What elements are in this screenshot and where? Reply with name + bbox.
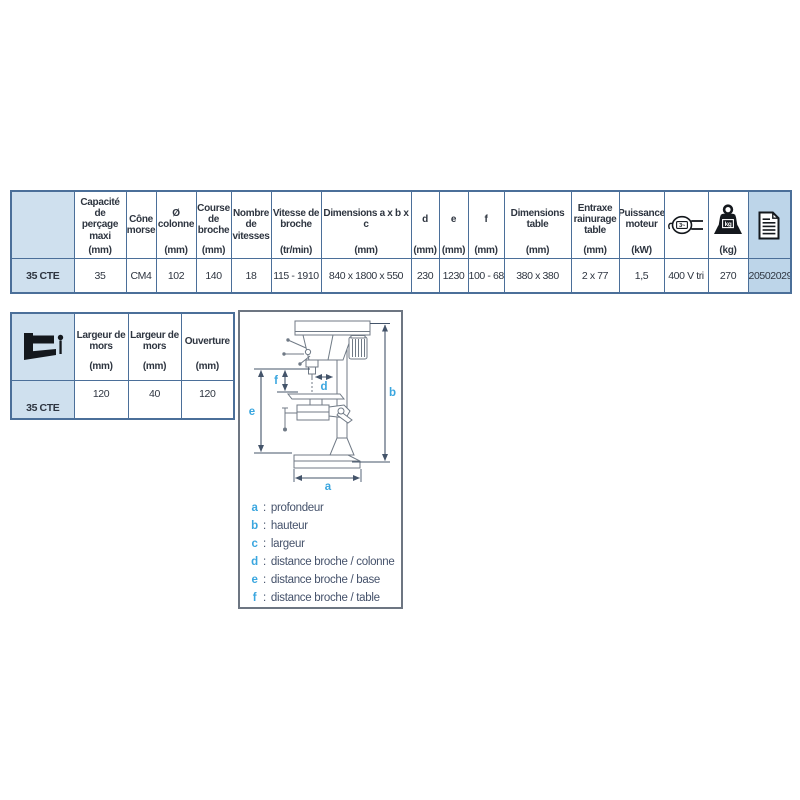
legend-row: c: largeur bbox=[251, 538, 305, 550]
legend-desc: distance broche / table bbox=[270, 592, 380, 604]
legend: a: profondeur b: hauteur c: largeur d: dista… bbox=[240, 499, 401, 610]
legend-key: a bbox=[251, 502, 258, 514]
value-cell: CM4 bbox=[125, 258, 157, 294]
legend-key: c bbox=[251, 538, 258, 550]
legend-row: a: profondeur bbox=[251, 502, 324, 514]
value-cell: 102 bbox=[155, 258, 197, 294]
dim-label-a: a bbox=[325, 481, 332, 493]
value-cell: 2 x 77 bbox=[570, 258, 620, 294]
column-header-diametre-colonne: Ø colonne (mm) bbox=[155, 190, 197, 259]
column-header-ouverture: Ouverture (mm) bbox=[180, 312, 235, 381]
legend-row: b: hauteur bbox=[251, 520, 308, 532]
value-cell: 380 x 380 bbox=[503, 258, 572, 294]
column-header-entraxe-rainurage: Entraxe rainurage table (mm) bbox=[570, 190, 620, 259]
column-header-largeur-mors-2: Largeur de mors (mm) bbox=[127, 312, 182, 381]
reference-value-cell: 20502029 bbox=[747, 258, 792, 294]
value-cell: 1230 bbox=[438, 258, 469, 294]
column-header-capacite: Capacité de perçage maxi (mm) bbox=[73, 190, 127, 259]
column-header-course-broche: Course de broche (mm) bbox=[195, 190, 232, 259]
legend-desc: distance broche / colonne bbox=[270, 556, 395, 568]
column-header-cone-morse: Cône morse bbox=[125, 190, 157, 259]
spec-table: Capacité de perçage maxi (mm) Cône morse … bbox=[10, 190, 792, 294]
value-cell: 40 bbox=[127, 380, 182, 419]
dimension-diagram: b e f d a a: profondeur b: hauteur c: large… bbox=[238, 310, 403, 609]
legend-desc: distance broche / base bbox=[270, 574, 381, 586]
column-header-alimentation: 3~ bbox=[663, 190, 709, 259]
value-cell: 120 bbox=[180, 380, 235, 419]
column-header-f: f (mm) bbox=[467, 190, 505, 259]
drill-press-drawing: b e f d a bbox=[249, 320, 396, 493]
legend-desc: profondeur bbox=[270, 502, 324, 514]
row-label-cell: 35 CTE bbox=[10, 380, 75, 419]
row-label-cell: 35 CTE bbox=[10, 258, 75, 294]
value-cell: 120 bbox=[73, 380, 129, 419]
weight-kg-icon: kg bbox=[714, 204, 742, 234]
legend-desc: largeur bbox=[270, 538, 305, 550]
legend-row: e: distance broche / base bbox=[251, 574, 381, 586]
value-cell: 18 bbox=[230, 258, 272, 294]
vise-icon bbox=[23, 333, 63, 361]
legend-key: b bbox=[251, 520, 258, 532]
svg-text:kg: kg bbox=[725, 221, 732, 228]
column-header-nombre-vitesses: Nombre de vitesses bbox=[230, 190, 272, 259]
corner-cell bbox=[10, 190, 75, 259]
value-cell: 400 V tri bbox=[663, 258, 709, 294]
column-header-e: e (mm) bbox=[438, 190, 469, 259]
column-header-largeur-mors-1: Largeur de mors (mm) bbox=[73, 312, 129, 381]
vise-icon-cell bbox=[10, 312, 75, 381]
value-cell: 840 x 1800 x 550 bbox=[320, 258, 412, 294]
column-header-reference bbox=[747, 190, 792, 259]
document-icon bbox=[758, 211, 780, 239]
dim-label-b: b bbox=[389, 387, 396, 399]
header-unit: (mm) bbox=[88, 244, 112, 256]
column-header-poids: kg (kg) bbox=[707, 190, 749, 259]
legend-key: f bbox=[252, 592, 257, 604]
value-cell: 100 - 680 bbox=[467, 258, 505, 294]
value-cell: 140 bbox=[195, 258, 232, 294]
legend-row: f: distance broche / table bbox=[250, 592, 401, 610]
column-header-dimensions-abc: Dimensions a x b x c (mm) bbox=[320, 190, 412, 259]
value-cell: 115 - 1910 bbox=[270, 258, 322, 294]
dim-label-e: e bbox=[249, 406, 255, 418]
power-plug-3-phase-icon: 3~ bbox=[668, 215, 703, 235]
column-header-d: d (mm) bbox=[410, 190, 440, 259]
column-header-dimensions-table: Dimensions table (mm) bbox=[503, 190, 572, 259]
value-cell: 270 bbox=[707, 258, 749, 294]
value-cell: 1,5 bbox=[618, 258, 665, 294]
column-header-puissance-moteur: Puissance moteur (kW) bbox=[618, 190, 665, 259]
svg-text:3~: 3~ bbox=[679, 223, 686, 229]
column-header-vitesse-broche: Vitesse de broche (tr/min) bbox=[270, 190, 322, 259]
legend-desc: hauteur bbox=[270, 520, 308, 532]
value-cell: 230 bbox=[410, 258, 440, 294]
legend-key: d bbox=[251, 556, 258, 568]
legend-row: d: distance broche / colonne bbox=[251, 556, 395, 568]
dim-label-f: f bbox=[274, 375, 278, 387]
dim-label-d: d bbox=[320, 381, 327, 393]
value-cell: 35 bbox=[73, 258, 127, 294]
vise-table: Largeur de mors (mm) Largeur de mors (mm) … bbox=[10, 312, 235, 420]
legend-key: e bbox=[251, 574, 258, 586]
